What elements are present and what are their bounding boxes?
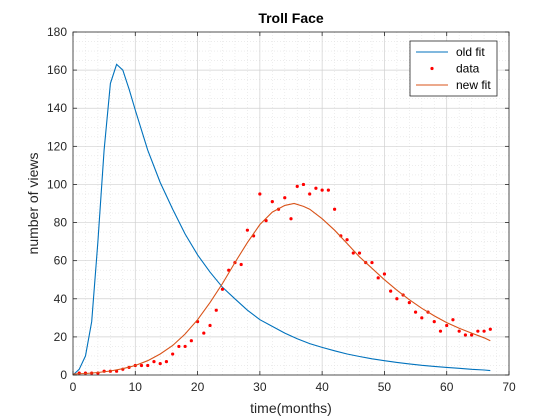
y-tick-label: 60 (54, 254, 68, 268)
data-point (470, 333, 474, 337)
data-point (171, 352, 175, 356)
data-point (320, 188, 324, 192)
data-point (152, 360, 156, 364)
data-point (463, 333, 467, 337)
x-tick-label: 20 (191, 380, 205, 394)
data-point (139, 363, 144, 368)
data-point (183, 344, 187, 349)
data-point (457, 329, 461, 333)
data-point (445, 323, 449, 328)
x-tick-label: 70 (502, 380, 516, 394)
y-tick-label: 100 (47, 177, 67, 191)
plot-frame (72, 31, 510, 376)
ticks (72, 31, 510, 376)
data-point (395, 297, 399, 301)
y-tick-label: 40 (54, 292, 68, 306)
legend-label: new fit (456, 78, 491, 92)
y-tick-label: 20 (54, 330, 68, 344)
data-point (146, 363, 150, 368)
data-point (451, 318, 455, 322)
data-point (345, 238, 349, 242)
data-point (202, 331, 206, 335)
legend-swatch-data (430, 66, 434, 71)
series-layer (72, 63, 492, 376)
x-tick-labels: 0 10 20 30 40 50 60 70 (70, 380, 516, 394)
data-point (420, 316, 424, 320)
y-tick-label: 160 (47, 63, 67, 77)
data-point (258, 192, 262, 196)
legend-box (409, 40, 498, 97)
data-point (370, 260, 374, 265)
data-point (245, 228, 249, 232)
data-point (488, 327, 492, 331)
data-point (270, 199, 274, 204)
data-point (351, 251, 355, 255)
data-point (208, 323, 212, 328)
data-point (283, 196, 287, 200)
data-point (407, 300, 411, 305)
data-point (333, 207, 337, 211)
major-grid (73, 32, 509, 375)
y-axis-label: number of views (25, 153, 41, 255)
data-point (301, 182, 306, 187)
y-tick-label: 180 (47, 25, 67, 39)
x-tick-label: 0 (70, 380, 77, 394)
x-tick-label: 30 (253, 380, 267, 394)
data-point (382, 272, 387, 276)
y-tick-labels: 0 20 40 60 80 100 120 140 160 180 (47, 25, 67, 382)
data-point (432, 320, 436, 324)
data-point (389, 289, 393, 293)
data-point (177, 344, 181, 349)
data-point (164, 360, 169, 364)
data-point (214, 308, 218, 312)
series-line-old-fit (72, 63, 491, 376)
y-tick-label: 120 (47, 139, 67, 153)
data-point (326, 188, 330, 192)
data-point (239, 262, 243, 267)
y-tick-label: 140 (47, 101, 67, 115)
data-point (220, 287, 225, 291)
x-tick-label: 40 (315, 380, 329, 394)
y-tick-label: 0 (60, 368, 67, 382)
data-point (376, 276, 380, 280)
legend: old fit data new fit (409, 40, 498, 97)
y-tick-label: 80 (54, 216, 68, 230)
data-point (482, 329, 486, 333)
data-point (189, 339, 193, 343)
data-point (308, 192, 312, 196)
data-point (476, 329, 480, 333)
data-point (295, 184, 299, 188)
x-axis-label: time(months) (250, 400, 332, 416)
data-point (289, 217, 293, 221)
data-point (357, 251, 362, 255)
data-point (438, 329, 443, 333)
legend-label: old fit (456, 45, 485, 59)
data-point (158, 361, 162, 366)
legend-label: data (456, 62, 480, 76)
x-tick-label: 50 (378, 380, 392, 394)
series-line-new-fit (72, 202, 491, 375)
x-tick-label: 60 (440, 380, 454, 394)
chart-title: Troll Face (258, 10, 324, 26)
data-point (314, 186, 318, 190)
data-point (413, 310, 418, 314)
x-tick-label: 10 (129, 380, 143, 394)
